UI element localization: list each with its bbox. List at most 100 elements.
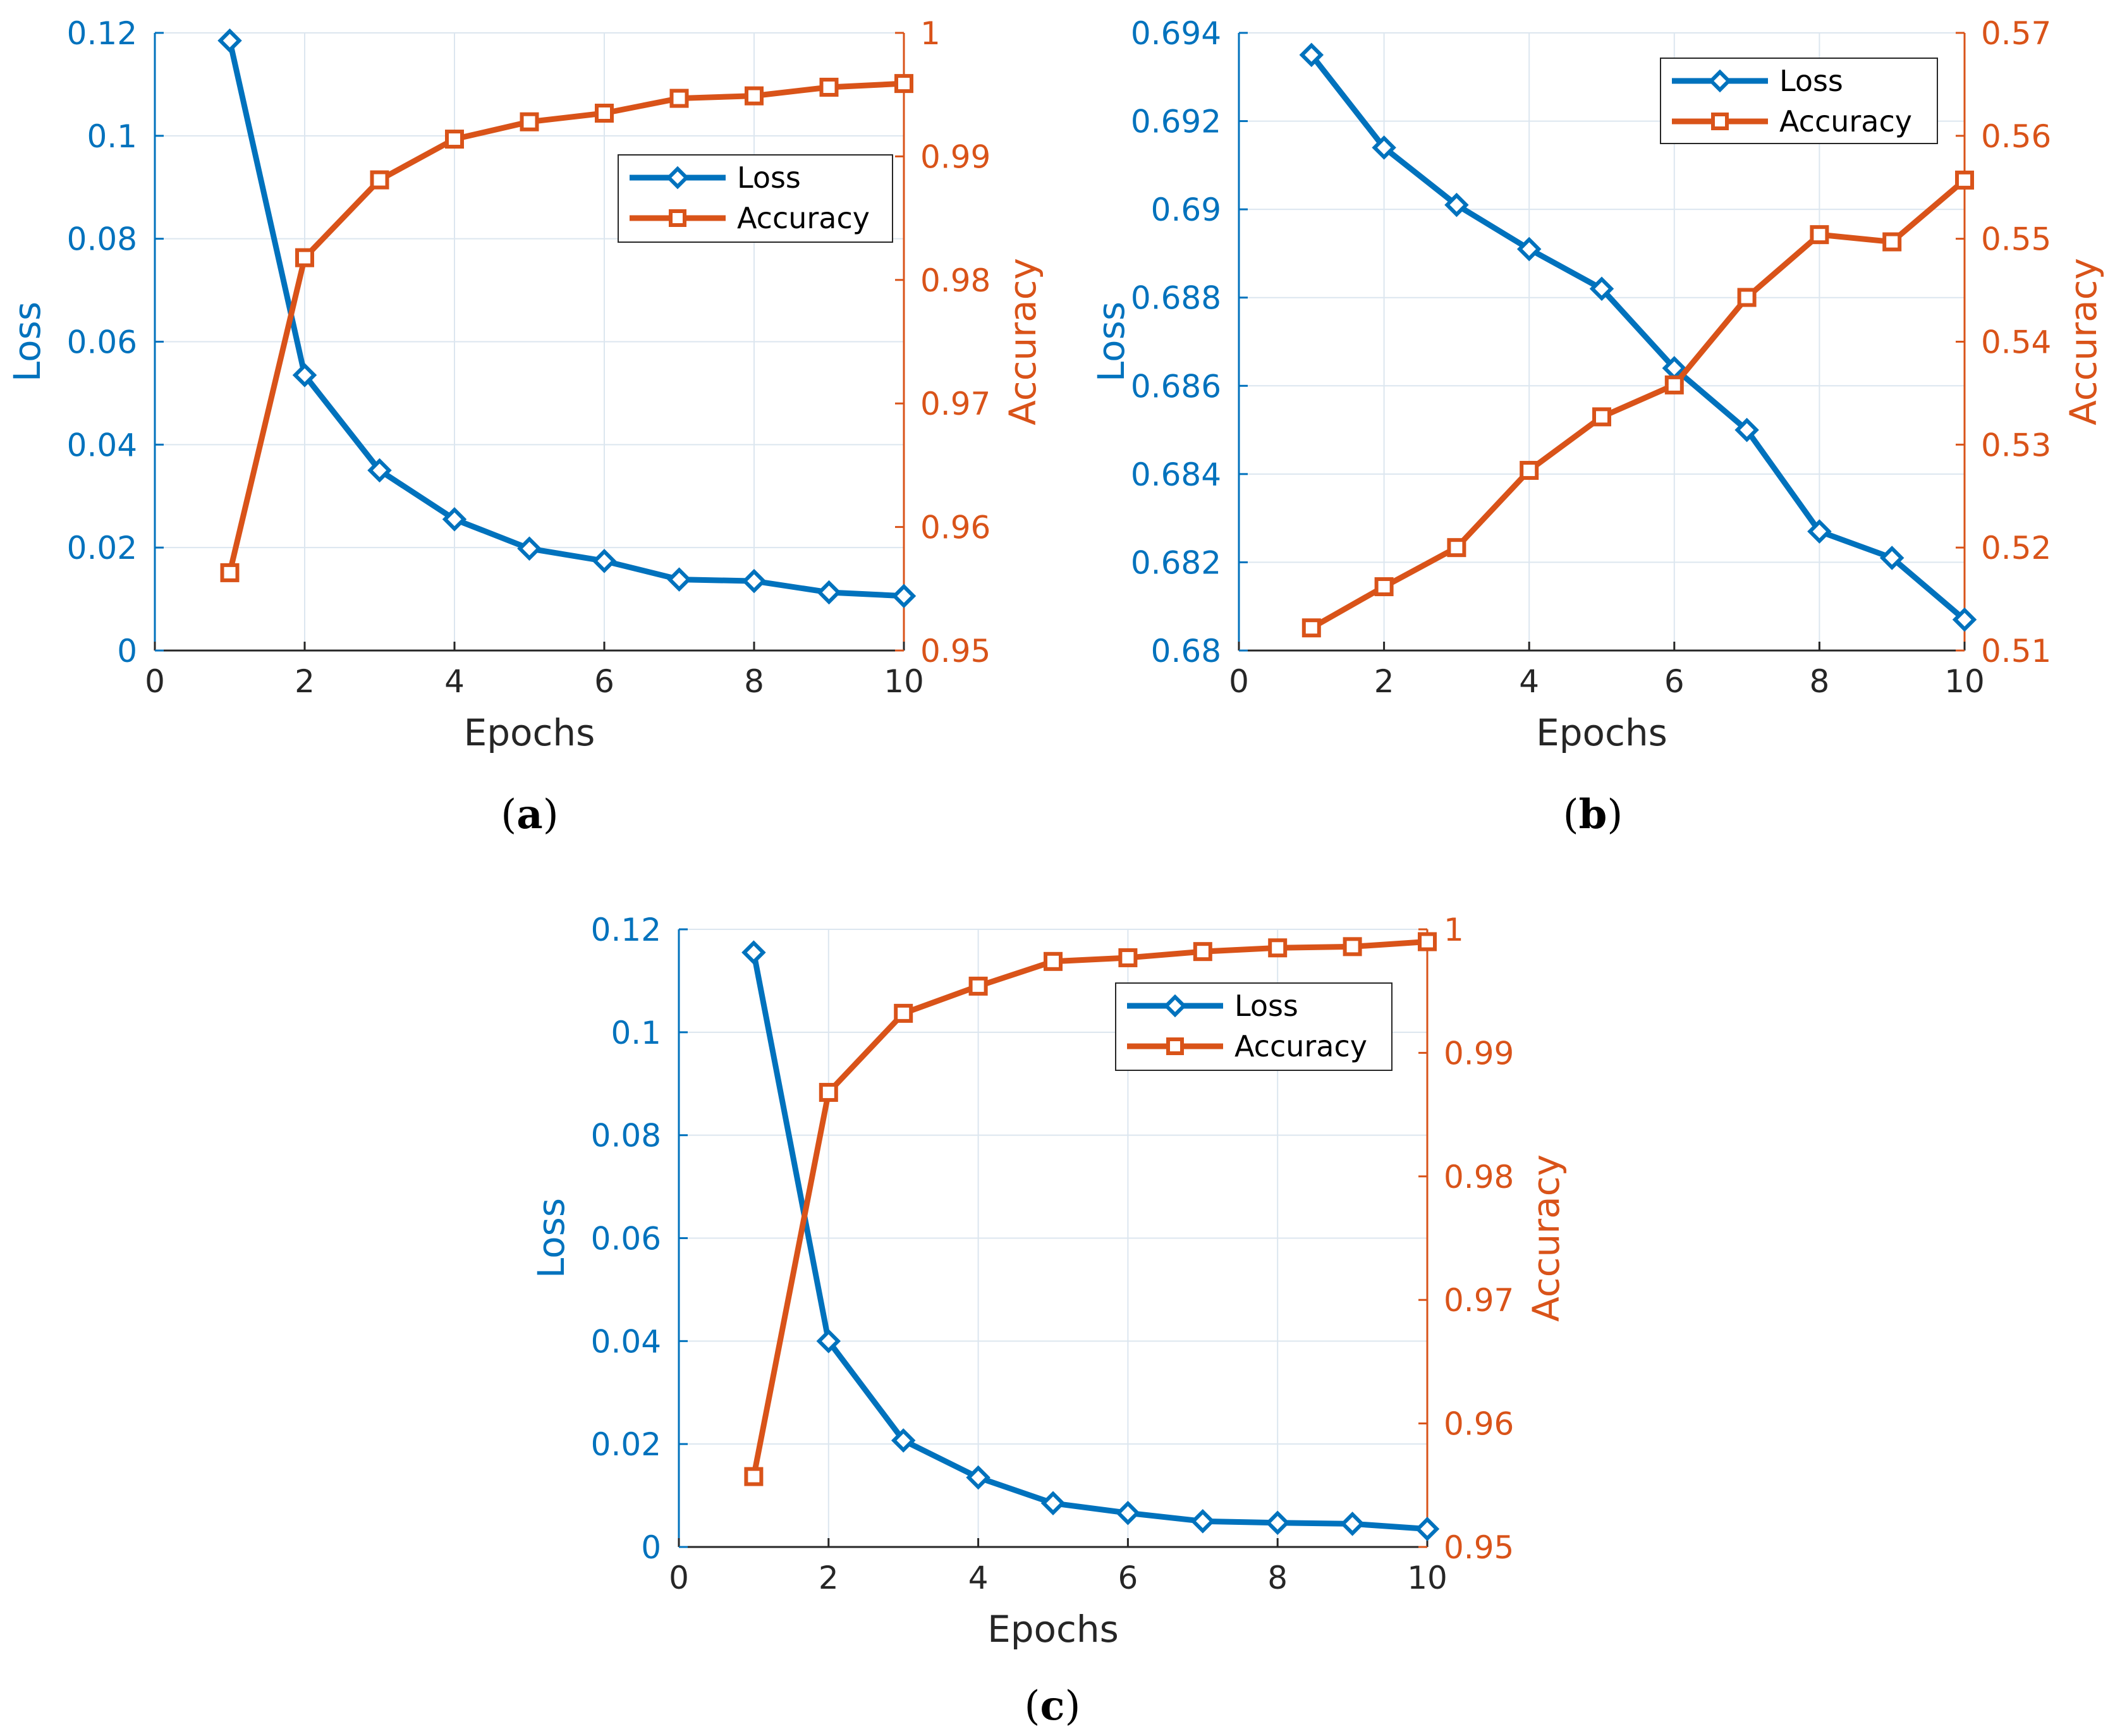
data-point-loss (1516, 236, 1542, 262)
y-right-tick-label: 0.52 (1981, 530, 2051, 566)
x-axis-title: Epochs (1536, 711, 1667, 754)
panel-caption: (c) (1025, 1682, 1081, 1730)
data-point-accuracy (1301, 618, 1321, 638)
data-point-loss (1807, 519, 1832, 544)
legend-marker-square (1166, 1037, 1184, 1055)
y-right-tick-label: 0.96 (920, 510, 990, 546)
data-point-loss (1879, 546, 1905, 570)
legend-box (618, 154, 893, 243)
y-left-tick-label: 0.06 (591, 1221, 661, 1257)
data-point-accuracy (1447, 538, 1466, 558)
data-point-accuracy (1418, 932, 1437, 951)
legend-label-accuracy: Accuracy (737, 201, 870, 235)
legend-label-accuracy: Accuracy (1779, 104, 1912, 138)
y-axis-right-title: Accuracy (2062, 258, 2105, 425)
data-point-loss (367, 458, 392, 483)
x-tick-label: 6 (1118, 1560, 1138, 1596)
x-tick-label: 0 (669, 1560, 689, 1596)
legend-box (1115, 982, 1393, 1071)
y-left-tick-label: 0 (641, 1529, 661, 1566)
y-left-tick-label: 0.12 (591, 912, 661, 948)
y-right-tick-label: 0.98 (920, 262, 990, 299)
data-point-accuracy (1374, 577, 1394, 597)
y-right-tick-label: 0.57 (1981, 15, 2051, 52)
data-point-accuracy (1343, 937, 1362, 957)
panel-c-chart: 0 2 4 6 8 10 0 0.02 0.04 0.06 0.08 0.1 0.12 0.95 0.96 0… (530, 912, 1568, 1730)
data-point-loss (1299, 42, 1324, 68)
x-tick-label: 2 (295, 663, 315, 700)
series-line-loss (750, 951, 1428, 1532)
legend-marker-square (1711, 113, 1729, 130)
x-axis-title: Epochs (987, 1608, 1119, 1651)
legend-label-loss: Loss (737, 161, 801, 195)
panel-caption: (b) (1563, 791, 1623, 838)
data-point-accuracy (1737, 288, 1757, 307)
data-point-loss (1415, 1517, 1440, 1541)
x-tick-label: 10 (884, 663, 924, 700)
data-point-accuracy (1882, 232, 1902, 252)
data-point-loss (1116, 1501, 1140, 1525)
y-left-tick-label: 0.02 (67, 530, 137, 566)
y-right-tick-label: 1 (1444, 912, 1464, 948)
y-right-tick-label: 0.55 (1981, 221, 2051, 258)
panel-caption-letter: a (516, 791, 542, 838)
data-point-loss (817, 580, 841, 605)
legend-marker-diamond (1708, 69, 1732, 93)
panel-caption-letter: b (1579, 791, 1607, 838)
data-point-accuracy (745, 86, 764, 106)
y-axis-left-title: Loss (6, 302, 49, 382)
y-axis-right-title: Accuracy (1525, 1154, 1568, 1322)
data-point-accuracy (744, 1467, 764, 1486)
x-tick-label: 10 (1944, 663, 1985, 700)
series-line-accuracy (1310, 178, 1966, 631)
y-left-tick-label: 0.692 (1131, 104, 1221, 140)
y-left-tick-label: 0.1 (611, 1015, 661, 1051)
series-line-loss (1309, 53, 1966, 622)
legend-marker-square (669, 209, 686, 227)
y-left-tick-label: 0.06 (67, 324, 137, 361)
y-left-tick-label: 0.694 (1131, 15, 1221, 52)
data-point-loss (1040, 1491, 1066, 1516)
data-point-loss (1444, 192, 1469, 217)
data-point-loss (1952, 607, 1977, 632)
data-point-accuracy (894, 1003, 913, 1023)
legend-label-loss: Loss (1234, 989, 1298, 1023)
data-point-accuracy (1044, 951, 1063, 971)
y-left-tick-label: 0.684 (1131, 456, 1221, 493)
x-tick-label: 4 (968, 1560, 989, 1596)
x-tick-label: 8 (1267, 1560, 1288, 1596)
x-tick-label: 8 (744, 663, 764, 700)
series-loss (741, 940, 1440, 1541)
y-right-tick-label: 0.97 (1444, 1282, 1514, 1319)
legend-label-accuracy: Accuracy (1234, 1029, 1367, 1063)
data-point-accuracy (1664, 375, 1684, 394)
data-point-loss (966, 1465, 990, 1490)
data-point-loss (667, 567, 692, 592)
y-left-tick-label: 0.04 (67, 427, 137, 463)
y-right-tick-label: 0.51 (1981, 633, 2051, 669)
x-tick-label: 6 (1664, 663, 1685, 700)
data-point-loss (217, 28, 242, 53)
series-line-loss (227, 40, 905, 599)
y-right-tick-label: 1 (920, 15, 941, 52)
panel-caption-letter: c (1040, 1682, 1065, 1730)
y-right-tick-label: 0.99 (1444, 1035, 1514, 1072)
data-point-accuracy (520, 112, 539, 131)
data-point-loss (442, 507, 467, 532)
y-left-tick-label: 0.682 (1131, 544, 1221, 581)
data-point-accuracy (220, 563, 240, 582)
x-tick-label: 0 (1229, 663, 1249, 700)
data-point-loss (292, 363, 317, 388)
x-tick-label: 6 (594, 663, 614, 700)
series-loss (1299, 42, 1977, 632)
data-point-loss (1589, 276, 1614, 301)
y-left-tick-label: 0 (117, 633, 137, 669)
series-accuracy (744, 932, 1437, 1486)
y-right-tick-label: 0.95 (920, 633, 990, 669)
data-point-loss (1190, 1509, 1216, 1534)
y-right-tick-label: 0.95 (1444, 1529, 1514, 1566)
y-left-tick-label: 0.68 (1151, 633, 1221, 669)
y-right-tick-label: 0.99 (920, 138, 990, 175)
data-point-loss (741, 568, 767, 594)
